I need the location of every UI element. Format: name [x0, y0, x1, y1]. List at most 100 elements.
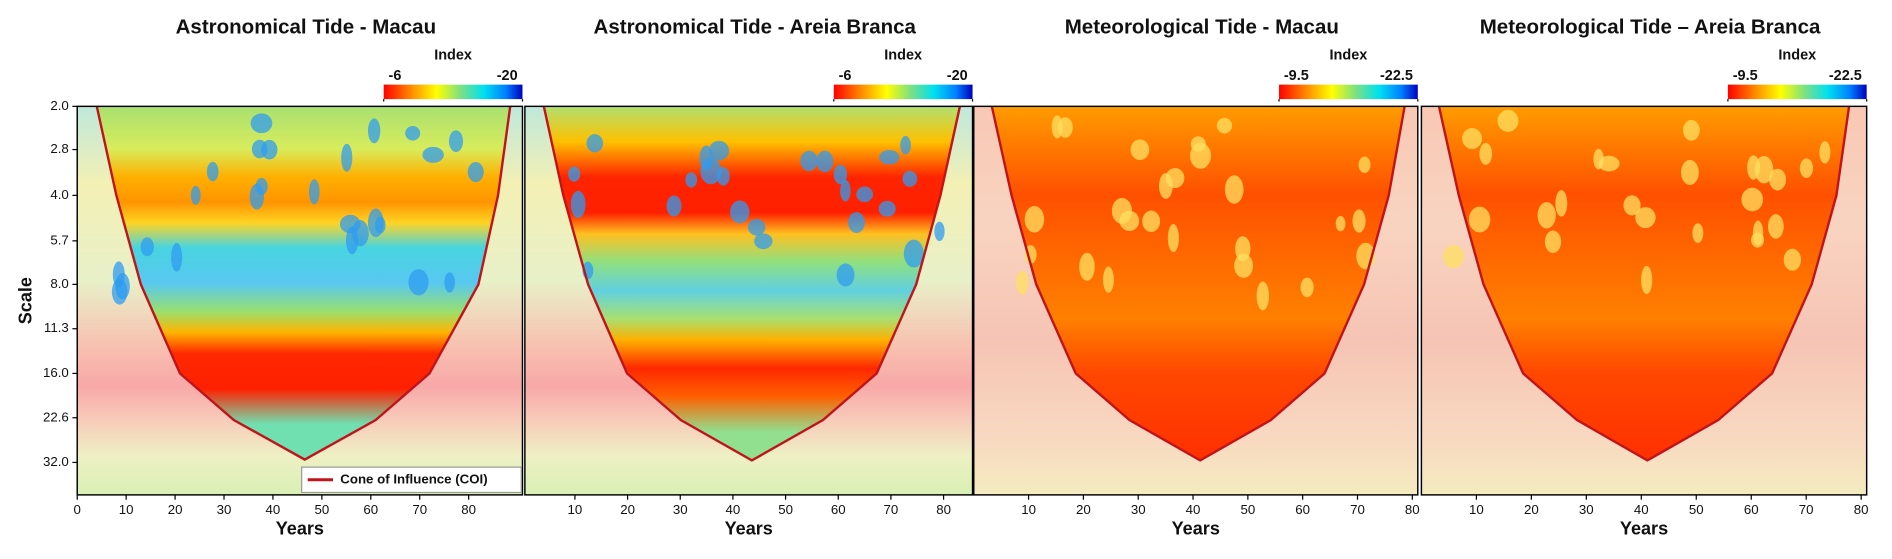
spectrum-spot — [1468, 206, 1491, 233]
spectrum-spot — [586, 134, 604, 153]
spectrum-spot — [836, 263, 855, 287]
spectrum-spot — [1682, 119, 1700, 141]
colorbar-label: Index — [434, 47, 472, 63]
legend-box — [301, 466, 522, 494]
spectrum-spot — [1103, 266, 1114, 293]
spectrum-spot — [568, 166, 581, 182]
spectrum-spot — [1167, 224, 1179, 253]
spectrum-spot — [1358, 156, 1371, 174]
colorbar-label: Index — [1330, 47, 1368, 63]
colorbar-tick-label: -22.5 — [1829, 68, 1862, 84]
spectrum-spot — [816, 150, 834, 173]
x-tick-label: 0 — [74, 502, 81, 517]
x-axis-label: Years — [1172, 519, 1220, 539]
spectrum-spot — [840, 179, 851, 202]
x-axis-label: Years — [1620, 519, 1668, 539]
spectrum-spot — [250, 113, 273, 134]
x-tick-label: 60 — [1744, 502, 1759, 517]
x-tick-label: 30 — [1131, 502, 1146, 517]
spectrum-spot — [255, 177, 268, 196]
y-tick-label: 2.0 — [50, 98, 68, 113]
panel-title: Astronomical Tide - Macau — [176, 15, 436, 38]
spectrum-spot — [700, 157, 722, 185]
spectrum-spot — [1544, 230, 1562, 253]
spectrum-spot — [1635, 207, 1656, 229]
spectrum-spot — [666, 195, 682, 217]
plot-frame — [524, 105, 974, 496]
panel-title: Astronomical Tide - Areia Branca — [594, 15, 917, 38]
colorbar-tick-label: -22.5 — [1380, 68, 1413, 84]
colorbar — [383, 84, 523, 100]
spectrum-spot — [1783, 248, 1802, 271]
y-tick-label: 22.6 — [43, 409, 69, 424]
colorbar-tick-label: -9.5 — [1733, 68, 1758, 84]
spectrum-spot — [206, 161, 219, 182]
stage: Astronomical Tide - Macau Index -6 -20 0 10 20… — [15, 15, 1868, 538]
x-tick-label: 30 — [217, 502, 232, 517]
spectrum-spot — [1142, 210, 1161, 233]
spectrum-spot — [444, 272, 455, 293]
spectrum-spot — [1751, 232, 1765, 248]
spectrum-spot — [1300, 277, 1314, 298]
x-tick-label: 50 — [1689, 502, 1704, 517]
x-tick-label: 80 — [1405, 502, 1420, 517]
spectrum-spot — [351, 220, 369, 247]
y-tick-label: 11.3 — [44, 320, 69, 335]
x-tick-label: 50 — [314, 502, 329, 517]
spectrum-spot — [1190, 136, 1206, 152]
coi-line — [1437, 106, 1851, 462]
spectrum-spot — [1819, 141, 1831, 164]
spectrum-spot — [1130, 139, 1150, 161]
spectrum-spot — [878, 200, 896, 217]
spectrum-spot — [1641, 265, 1653, 295]
x-tick-label: 80 — [461, 502, 476, 517]
coi-line — [95, 106, 512, 461]
spectrum-spot — [708, 140, 730, 161]
spectrum-spot — [171, 242, 183, 272]
spectrum-spot — [1741, 187, 1764, 212]
y-tick-label: 4.0 — [50, 187, 68, 202]
colorbar — [833, 84, 973, 100]
x-tick-label: 20 — [620, 502, 635, 517]
spectrum-spot — [1234, 253, 1254, 278]
colorbar-label: Index — [884, 47, 922, 63]
spectrum-spot — [934, 221, 945, 242]
plot-area — [973, 106, 1418, 495]
spectrum-spot — [308, 179, 320, 205]
colorbar — [1279, 84, 1418, 100]
y-tick-label: 8.0 — [50, 276, 68, 291]
x-tick-label: 80 — [1854, 502, 1869, 517]
y-tick-label: 32.0 — [43, 454, 69, 469]
x-tick-label: 10 — [1469, 502, 1484, 517]
spectrum-spot — [856, 186, 873, 203]
spectrum-spot — [1216, 117, 1233, 134]
spectrum-spot — [1352, 209, 1366, 233]
x-tick-label: 40 — [1634, 502, 1649, 517]
spectrum-spot — [1769, 168, 1787, 191]
spectrum-spot — [1256, 281, 1270, 311]
y-tick-label: 2.8 — [50, 141, 68, 156]
spectrum-spot — [367, 118, 381, 144]
spectrum-spot — [1158, 173, 1173, 199]
x-tick-label: 70 — [412, 502, 427, 517]
x-tick-label: 60 — [1295, 502, 1310, 517]
x-tick-label: 60 — [831, 502, 846, 517]
x-tick-label: 20 — [1076, 502, 1091, 517]
x-tick-label: 50 — [778, 502, 793, 517]
x-tick-label: 80 — [936, 502, 951, 517]
x-tick-label: 40 — [266, 502, 281, 517]
spectrum-spot — [1799, 158, 1814, 178]
x-tick-label: 30 — [673, 502, 688, 517]
spectrum-spot — [570, 190, 586, 218]
x-tick-label: 20 — [168, 502, 183, 517]
y-tick-label: 16.0 — [43, 365, 69, 380]
y-tick-label: 5.7 — [50, 232, 68, 247]
spectrum-spot — [747, 218, 766, 236]
plot-frame — [1420, 105, 1868, 496]
spectrum-spot — [685, 172, 698, 188]
spectrum-spot — [1024, 205, 1045, 233]
colorbar-tick-label: -6 — [389, 68, 402, 84]
spectrum-spot — [467, 161, 484, 183]
coi-line — [990, 106, 1406, 462]
plot-area — [77, 106, 523, 495]
